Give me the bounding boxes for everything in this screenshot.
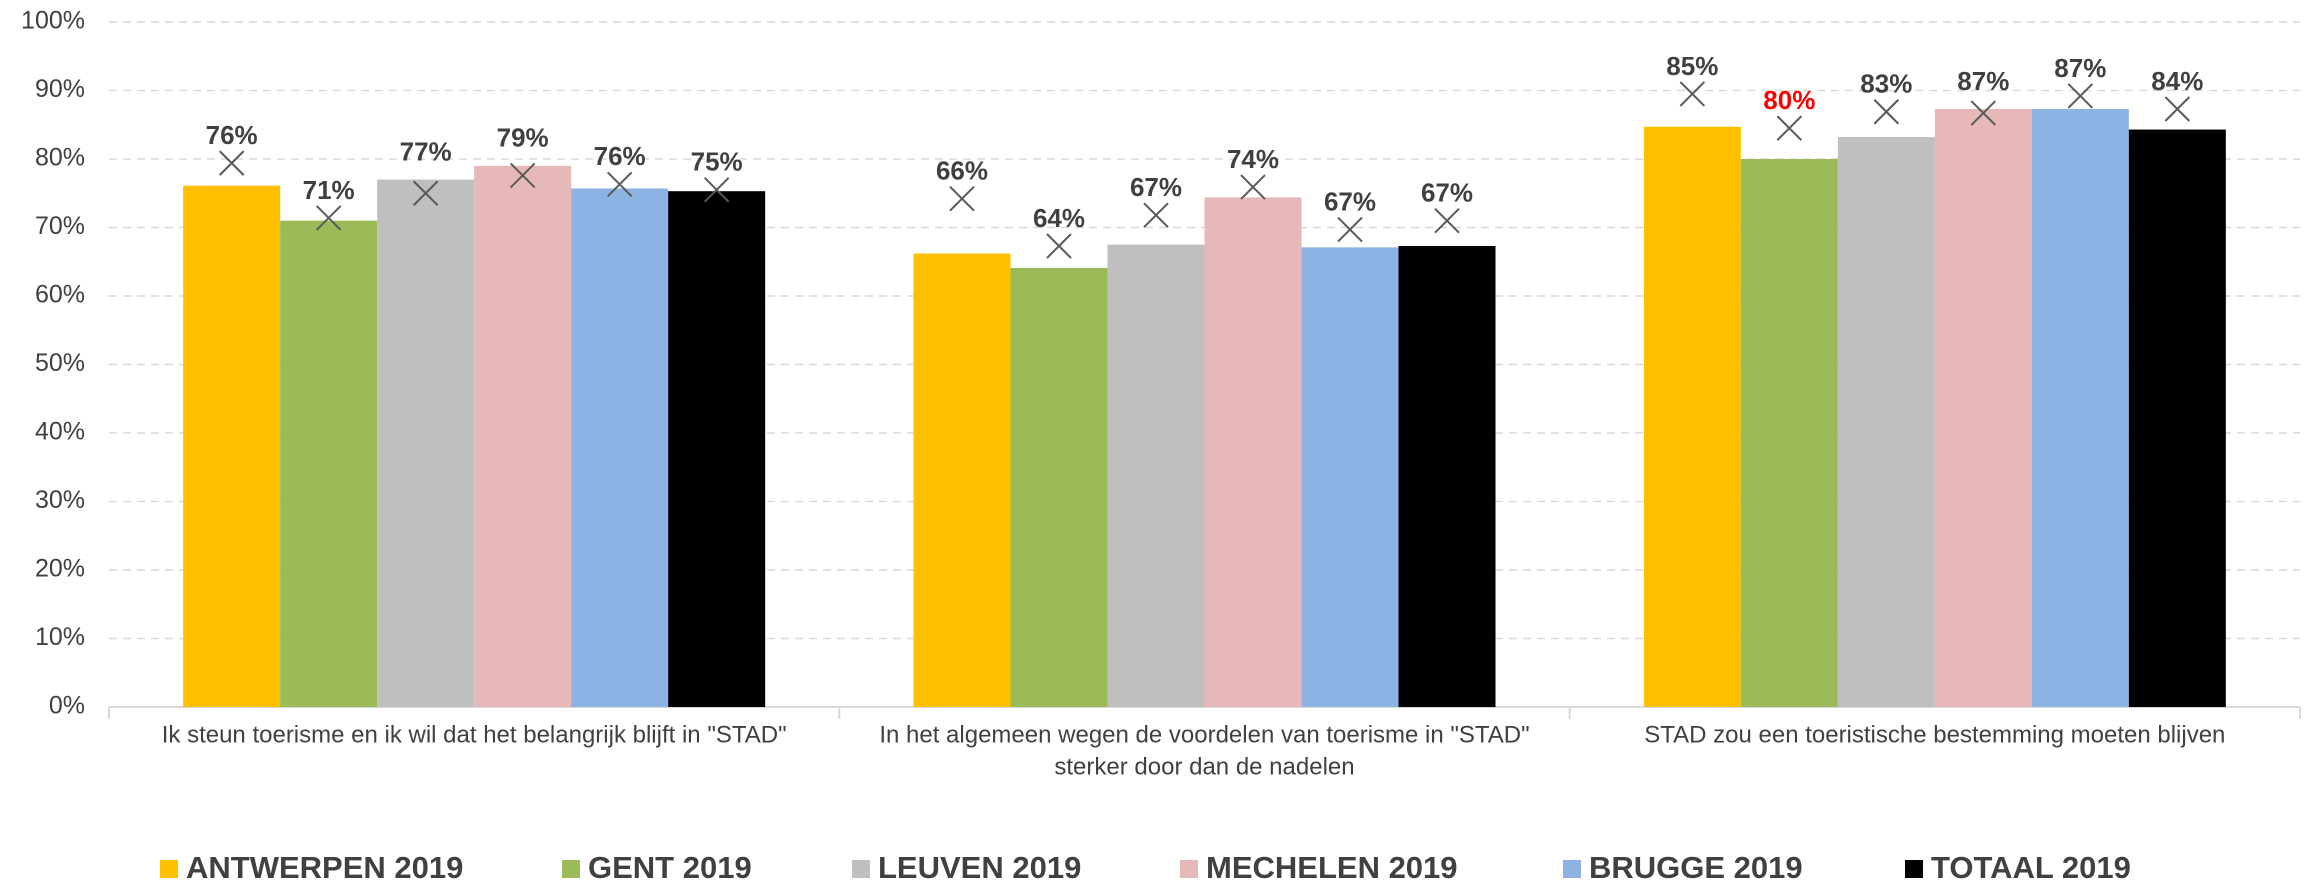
marker [606,171,633,198]
y-tick-label: 60% [35,281,85,309]
bar [571,188,669,707]
bar [2031,108,2129,708]
x-tick-label: Ik steun toerisme en ik wil dat het bela… [162,721,787,748]
marker [218,150,245,176]
data-label: 87% [1957,66,2009,96]
marker [1046,233,1072,259]
bar [1301,247,1399,708]
legend-label: BRUGGE 2019 [1589,850,1803,883]
marker [1240,174,1266,200]
legend-swatch [1563,860,1581,878]
marker [949,186,975,212]
bar [1837,137,1935,707]
bar [1934,108,2032,708]
x-tick-label: sterker door dan de nadelen [1054,753,1354,780]
legend-swatch [562,860,580,878]
marker [315,205,342,231]
legend-label: LEUVEN 2019 [878,850,1081,883]
data-label: 79% [497,123,549,153]
marker [1679,81,1706,107]
bar [1107,244,1205,707]
bar [183,185,281,708]
y-tick-label: 0% [49,692,85,720]
marker [509,162,536,189]
marker [1873,99,1900,125]
data-label: 83% [1860,69,1912,99]
data-label: 75% [691,147,743,177]
marker [1434,207,1460,234]
data-label: 77% [400,136,452,166]
data-label: 87% [2054,53,2106,83]
data-label: 64% [1033,203,1085,233]
legend-swatch [1905,860,1923,878]
bar [1204,197,1302,708]
y-tick-label: 50% [35,349,85,377]
data-label: 80% [1763,85,1815,115]
data-label: 66% [936,156,988,186]
marker [703,177,730,203]
data-label: 67% [1421,178,1473,208]
marker [1776,115,1803,141]
legend-swatch [160,860,178,878]
bar [377,179,475,708]
data-label: 67% [1130,172,1182,202]
y-tick-label: 20% [35,555,85,583]
y-tick-label: 100% [21,7,85,35]
marker [1337,216,1363,243]
y-tick-label: 10% [35,623,85,651]
y-tick-label: 90% [35,75,85,103]
data-label: 76% [206,120,258,150]
data-label: 67% [1324,186,1376,216]
y-tick-label: 30% [35,486,85,514]
bar [1010,267,1108,707]
data-label: 71% [303,175,355,205]
bar [474,165,572,708]
bar [668,191,766,707]
y-tick-label: 40% [35,418,85,446]
y-tick-label: 70% [35,212,85,240]
data-label: 85% [1666,51,1718,81]
legend-label: MECHELEN 2019 [1206,850,1458,883]
bar [1398,245,1496,707]
bar [1740,159,1838,707]
x-tick-label: In het algemeen wegen de voordelen van t… [879,721,1529,748]
y-tick-label: 80% [35,144,85,172]
marker [412,180,439,206]
bar [1643,126,1741,708]
marker [1143,202,1169,228]
marker [2164,96,2191,122]
legend-swatch [852,860,870,878]
data-label: 74% [1227,144,1279,174]
bar [2128,129,2226,708]
x-tick-label: STAD zou een toeristische bestemming moe… [1644,721,2225,748]
bar [913,253,1011,707]
legend-label: GENT 2019 [588,850,752,883]
legend-swatch [1180,860,1198,878]
legend-label: TOTAAL 2019 [1931,850,2131,883]
legend-label: ANTWERPEN 2019 [186,850,463,883]
bar [280,220,378,707]
marker [1970,100,1997,126]
marker [2067,83,2094,109]
data-label: 84% [2151,66,2203,96]
data-label: 76% [594,141,646,171]
